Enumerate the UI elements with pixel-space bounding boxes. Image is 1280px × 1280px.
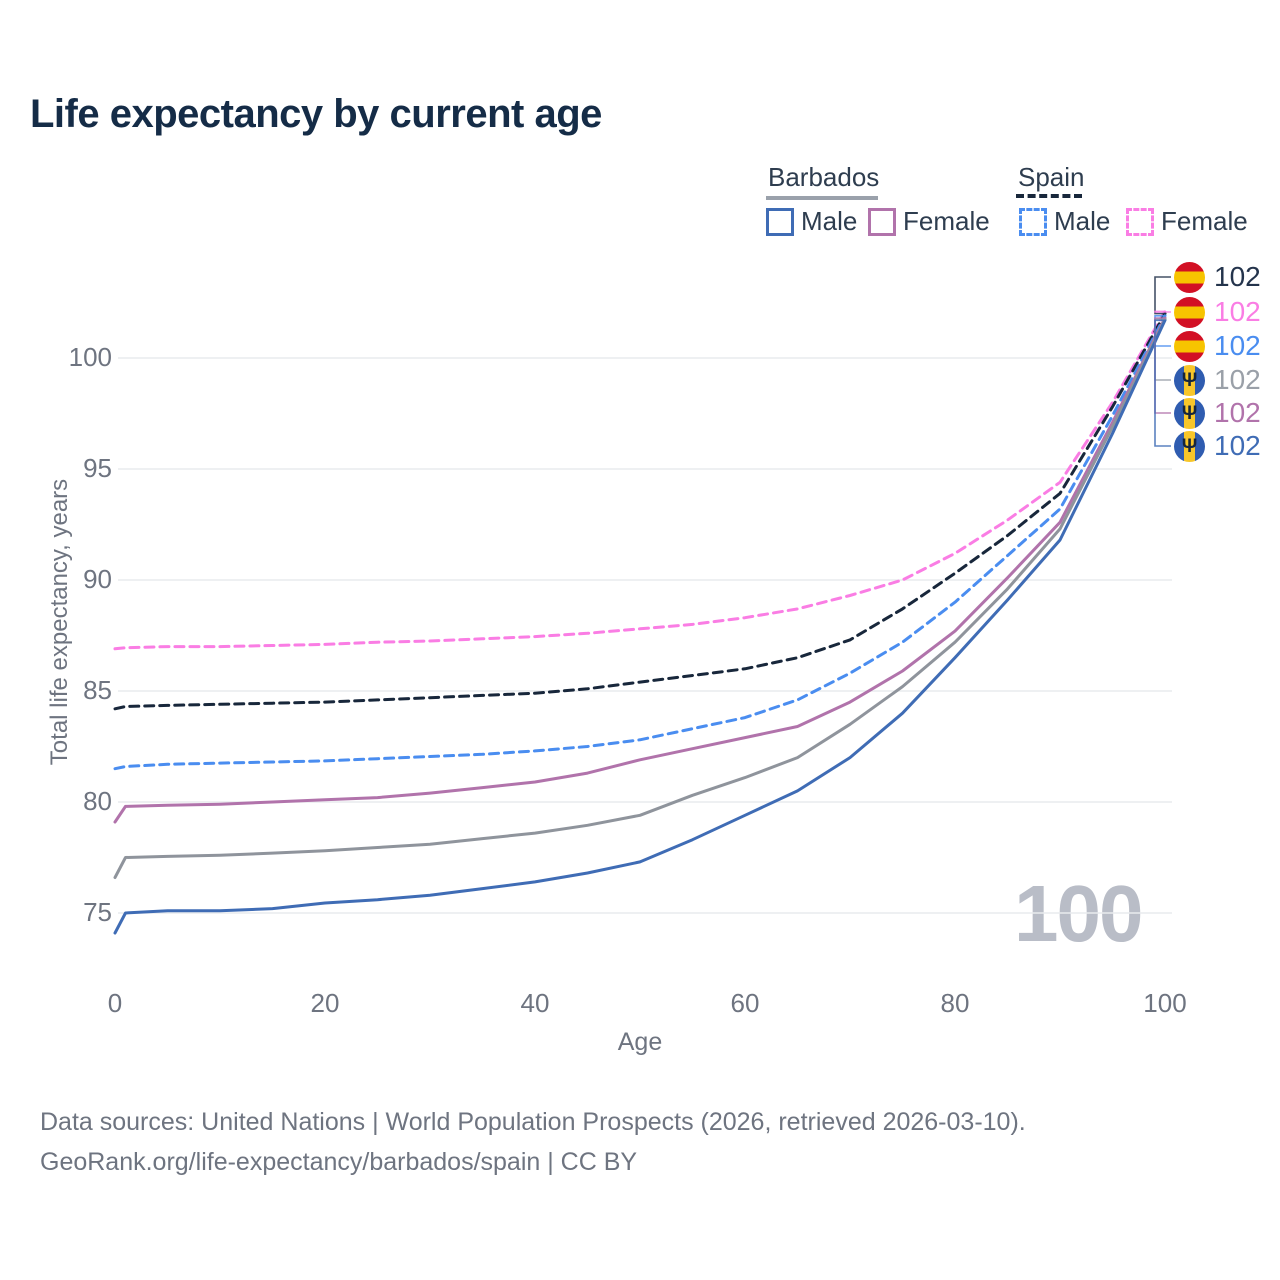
series-line-spain-male [113, 314, 1167, 771]
legend-label-barbados-male: Male [801, 206, 858, 236]
legend-label-spain-male: Male [1054, 206, 1111, 236]
y-tick-label-90: 90 [83, 564, 112, 594]
legend-underline-barbados [766, 196, 878, 200]
legend-swatch-barbados-male [766, 207, 794, 236]
x-tick-label-20: 20 [310, 988, 340, 1018]
end-label-value: 102 [1214, 364, 1261, 395]
end-label-row-5: Ψ 102 [1174, 430, 1261, 462]
end-label-value: 102 [1214, 261, 1261, 292]
x-axis-title: Age [617, 1028, 663, 1056]
series-line-barbados-female [113, 316, 1167, 824]
legend-item-spain-male[interactable]: Male [1019, 206, 1110, 237]
end-label-row-3: Ψ 102 [1174, 364, 1261, 396]
legend-label-spain-female: Female [1161, 206, 1248, 236]
end-label-connector-0 [1154, 276, 1171, 315]
x-tick-label-100: 100 [1143, 988, 1187, 1018]
end-label-connector-5 [1154, 319, 1171, 447]
legend-swatch-barbados-female [868, 207, 896, 236]
trident-icon: Ψ [1181, 369, 1198, 391]
legend-label-barbados-female: Female [903, 206, 990, 236]
y-tick-label-85: 85 [83, 675, 112, 705]
end-label-value: 102 [1214, 430, 1261, 461]
spain-flag-icon [1174, 296, 1205, 328]
spain-flag-icon [1174, 261, 1205, 293]
series-line-spain-both-sexes [113, 312, 1167, 711]
trident-icon: Ψ [1181, 402, 1198, 424]
x-tick-label-40: 40 [520, 988, 550, 1018]
legend-item-barbados-male[interactable]: Male [766, 206, 857, 237]
legend-item-spain-female[interactable]: Female [1126, 206, 1248, 237]
x-tick-label-60: 60 [730, 988, 760, 1018]
end-label-row-2: 102 [1174, 330, 1261, 362]
footer-attribution: GeoRank.org/life-expectancy/barbados/spa… [40, 1148, 638, 1176]
footer-sources: Data sources: United Nations | World Pop… [40, 1108, 1026, 1136]
trident-icon: Ψ [1181, 435, 1198, 457]
y-tick-label-75: 75 [83, 897, 112, 927]
end-label-value: 102 [1214, 397, 1261, 428]
barbados-flag-icon: Ψ [1174, 364, 1205, 396]
series-line-barbados-both-sexes [113, 317, 1167, 879]
end-label-value: 102 [1214, 296, 1261, 327]
y-tick-label-80: 80 [83, 786, 112, 816]
barbados-flag-icon: Ψ [1174, 430, 1205, 462]
legend-underline-spain [1016, 194, 1082, 198]
end-label-row-0: 102 [1174, 261, 1261, 293]
x-tick-label-80: 80 [940, 988, 970, 1018]
legend-item-barbados-female[interactable]: Female [868, 206, 990, 237]
barbados-flag-icon: Ψ [1174, 397, 1205, 429]
end-label-row-1: 102 [1174, 296, 1261, 328]
spain-flag-icon [1174, 330, 1205, 362]
end-label-connector-1 [1154, 310, 1171, 313]
legend-swatch-spain-male [1019, 207, 1047, 236]
y-axis-title: Total life expectancy, years [46, 478, 73, 766]
legend-swatch-spain-female [1126, 207, 1154, 236]
series-line-spain-female [113, 309, 1167, 651]
legend-group-spain[interactable]: Spain [1018, 162, 1085, 192]
y-tick-label-100: 100 [68, 342, 112, 372]
legend-group-barbados[interactable]: Barbados [768, 162, 880, 192]
end-label-row-4: Ψ 102 [1174, 397, 1261, 429]
end-label-value: 102 [1214, 330, 1261, 361]
page-title: Life expectancy by current age [30, 92, 602, 136]
series-line-barbados-male [113, 318, 1167, 935]
x-tick-label-0: 0 [107, 988, 123, 1018]
y-tick-label-95: 95 [83, 453, 112, 483]
